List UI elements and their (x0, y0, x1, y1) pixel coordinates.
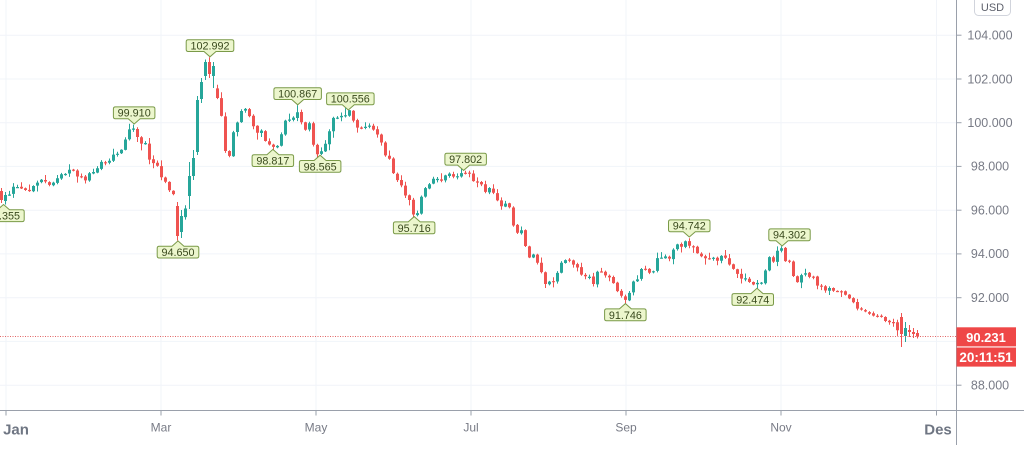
svg-text:100.000: 100.000 (967, 116, 1012, 130)
svg-text:98.565: 98.565 (304, 161, 337, 173)
svg-text:92.474: 92.474 (736, 295, 769, 307)
svg-text:USD: USD (981, 2, 1004, 14)
svg-text:94.650: 94.650 (161, 247, 194, 259)
svg-text:96.000: 96.000 (971, 204, 1009, 218)
svg-text:94.742: 94.742 (673, 221, 706, 233)
svg-text:102.992: 102.992 (190, 41, 229, 53)
svg-text:98.000: 98.000 (971, 160, 1009, 174)
svg-text:98.817: 98.817 (256, 156, 289, 168)
svg-text:91.746: 91.746 (609, 310, 642, 322)
svg-text:100.556: 100.556 (331, 94, 370, 106)
svg-text:94.302: 94.302 (773, 230, 806, 242)
svg-text:90.231: 90.231 (966, 330, 1006, 345)
svg-text:Sep: Sep (615, 421, 637, 435)
svg-text:92.000: 92.000 (971, 291, 1009, 305)
svg-text:20:11:51: 20:11:51 (959, 350, 1013, 365)
svg-text:Nov: Nov (770, 421, 791, 435)
svg-text:102.000: 102.000 (967, 72, 1012, 86)
svg-text:94.000: 94.000 (971, 247, 1009, 261)
svg-text:100.867: 100.867 (278, 89, 317, 101)
svg-text:May: May (305, 421, 328, 435)
svg-text:96.355: 96.355 (0, 211, 20, 223)
svg-text:Mar: Mar (151, 421, 172, 435)
svg-text:Jul: Jul (463, 421, 478, 435)
svg-text:97.802: 97.802 (449, 154, 482, 166)
svg-text:Des: Des (924, 422, 952, 439)
svg-text:104.000: 104.000 (967, 29, 1012, 43)
svg-text:88.000: 88.000 (971, 379, 1009, 393)
svg-text:Jan: Jan (3, 422, 29, 439)
svg-text:95.716: 95.716 (398, 223, 431, 235)
svg-text:99.910: 99.910 (118, 108, 151, 120)
